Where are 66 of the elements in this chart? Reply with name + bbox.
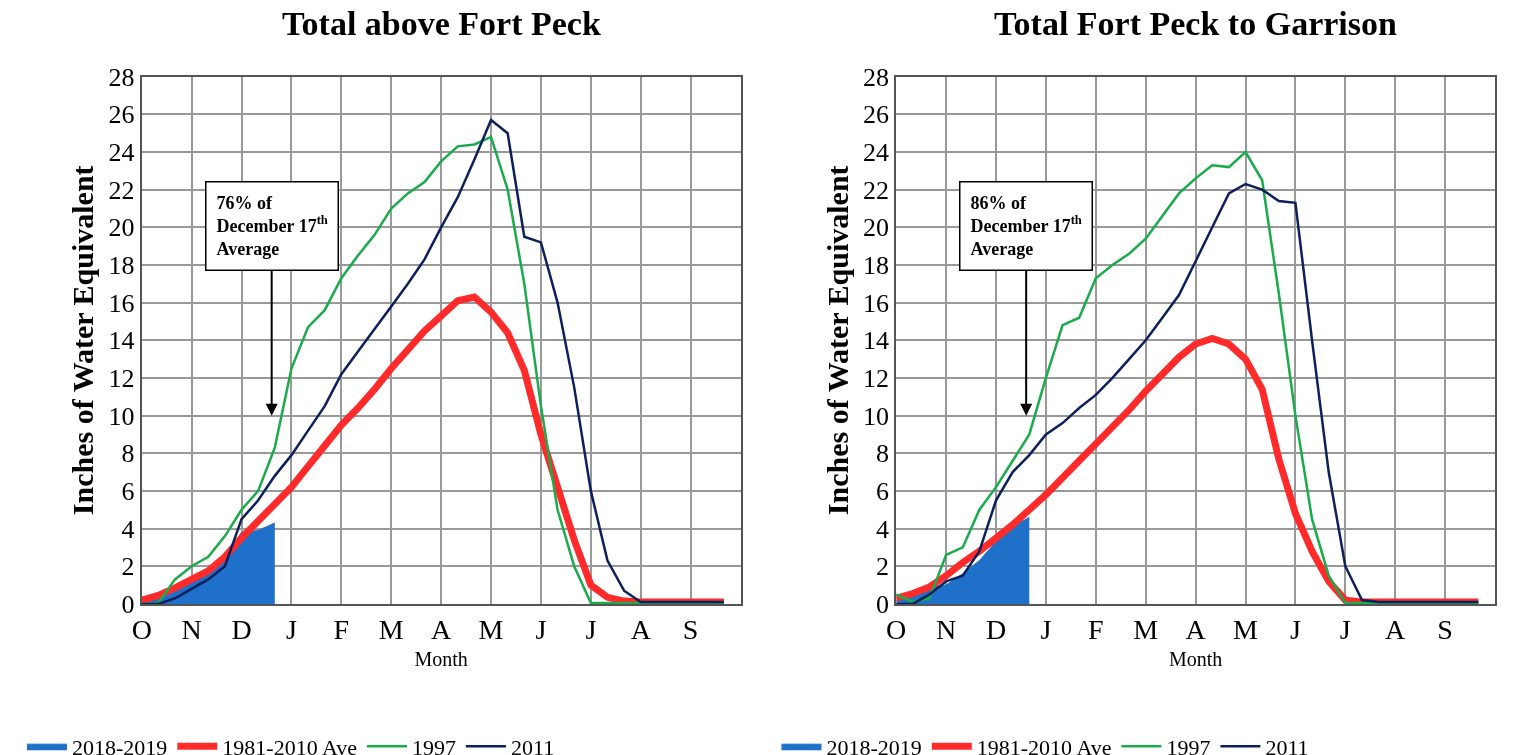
legend-label: 2011 [1265, 734, 1309, 755]
y-tick-label: 2 [121, 552, 135, 582]
y-tick-label: 4 [876, 514, 890, 544]
legend-label: 2011 [510, 734, 555, 755]
x-tick-label: J [1339, 614, 1351, 646]
y-tick-label: 16 [863, 288, 890, 318]
y-tick-label: 24 [863, 138, 890, 168]
chart-title: Total above Fort Peck [282, 5, 601, 42]
y-tick-label: 6 [121, 477, 135, 507]
text: 86% of December 17$^{th}$ Average [970, 192, 1082, 260]
x-tick-label: J [535, 614, 547, 646]
y-tick-label: 26 [108, 100, 135, 130]
x-axis-title: Month [1168, 648, 1223, 671]
x-tick-label: J [1289, 614, 1301, 646]
x-tick-label: S [1437, 614, 1453, 646]
y-tick-label: 2 [876, 552, 890, 582]
y-tick-label: 12 [108, 364, 135, 394]
x-axis-title: Month [414, 648, 468, 671]
x-tick-label: J [585, 614, 597, 646]
legend-label: 1997 [411, 734, 456, 755]
x-tick-label: N [181, 614, 202, 646]
x-tick-label: M [1133, 614, 1159, 646]
y-tick-label: 20 [108, 213, 135, 243]
x-tick-label: N [936, 614, 957, 646]
y-tick-label: 22 [108, 175, 135, 205]
y-tick-label: 10 [863, 401, 890, 431]
x-tick-label: M [378, 614, 404, 646]
y-tick-label: 14 [863, 326, 890, 356]
y-tick-label: 18 [108, 251, 135, 281]
x-tick-label: D [231, 614, 252, 646]
y-tick-label: 18 [863, 251, 890, 281]
x-tick-label: A [1185, 614, 1207, 646]
y-tick-label: 10 [108, 401, 135, 431]
x-tick-label: A [1385, 614, 1407, 646]
x-tick-label: F [333, 614, 350, 646]
x-tick-label: A [630, 614, 652, 646]
chart-title: Total Fort Peck to Garrison [994, 5, 1397, 42]
legend-label: 1997 [1166, 734, 1211, 755]
legend-label: 2018-2019 [826, 734, 922, 755]
y-tick-label: 12 [863, 364, 890, 394]
y-tick-label: 22 [863, 175, 890, 205]
x-tick-label: M [478, 614, 504, 646]
y-tick-label: 8 [121, 439, 135, 469]
y-tick-label: 28 [108, 62, 135, 92]
y-tick-label: 6 [876, 477, 890, 507]
legend-label: 1981-2010 Ave [222, 734, 357, 755]
x-tick-label: J [285, 614, 297, 646]
y-axis-title: Inches of Water Equivalent [820, 165, 854, 516]
y-tick-label: 20 [863, 213, 890, 243]
x-tick-label: J [1040, 614, 1052, 646]
y-tick-label: 4 [121, 514, 135, 544]
y-tick-label: 8 [876, 439, 890, 469]
legend-label: 1981-2010 Ave [976, 734, 1112, 755]
y-tick-label: 28 [863, 62, 890, 92]
x-tick-label: M [1233, 614, 1259, 646]
text: 76% of December 17$^{th}$ Average [216, 192, 328, 260]
y-tick-label: 24 [108, 138, 135, 168]
x-tick-label: S [682, 614, 699, 646]
x-tick-label: F [1088, 614, 1104, 646]
x-tick-label: A [431, 614, 453, 646]
x-tick-label: D [985, 614, 1007, 646]
y-tick-label: 26 [863, 100, 890, 130]
y-tick-label: 14 [108, 326, 135, 356]
y-tick-label: 16 [108, 288, 135, 318]
legend-label: 2018-2019 [71, 734, 168, 755]
y-axis-title: Inches of Water Equivalent [66, 165, 100, 516]
